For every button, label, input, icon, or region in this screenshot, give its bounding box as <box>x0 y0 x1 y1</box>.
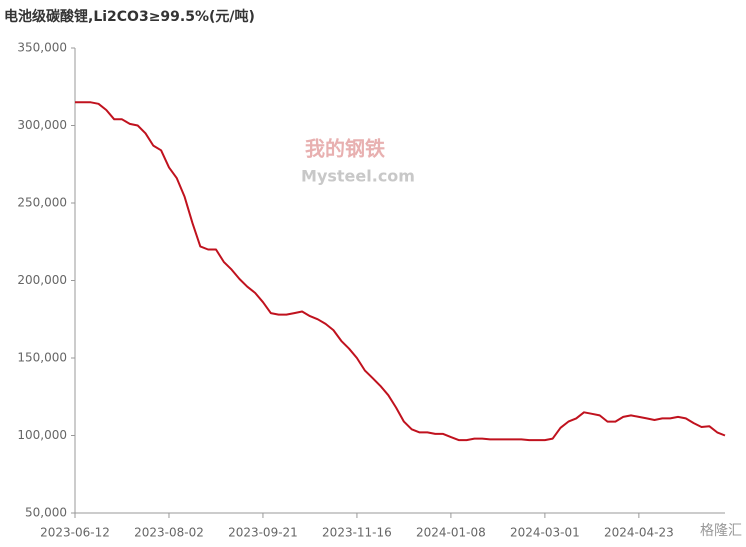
y-tick-label: 250,000 <box>17 196 67 210</box>
x-tick-label: 2023-11-16 <box>322 526 392 540</box>
x-tick-label: 2023-09-21 <box>228 526 298 540</box>
price-line <box>75 101 726 442</box>
x-tick-label: 2024-03-01 <box>510 526 580 540</box>
x-tick-label: 2024-01-08 <box>416 526 486 540</box>
corner-logo: 格隆汇 <box>700 523 742 539</box>
y-tick-label: 350,000 <box>17 41 67 55</box>
chart-title: 电池级碳酸锂,Li2CO3≥99.5%(元/吨) <box>4 8 255 25</box>
x-tick-label: 2023-06-12 <box>40 526 110 540</box>
watermark-logo: 我的钢铁 <box>305 137 385 161</box>
y-tick-label: 50,000 <box>25 506 67 520</box>
x-tick-label: 2023-08-02 <box>134 526 204 540</box>
y-tick-label: 200,000 <box>17 273 67 287</box>
x-tick-label: 2024-04-23 <box>604 526 674 540</box>
y-tick-label: 300,000 <box>17 118 67 132</box>
watermark: Mysteel.com <box>301 167 415 186</box>
y-tick-label: 100,000 <box>17 428 67 442</box>
y-tick-label: 150,000 <box>17 351 67 365</box>
